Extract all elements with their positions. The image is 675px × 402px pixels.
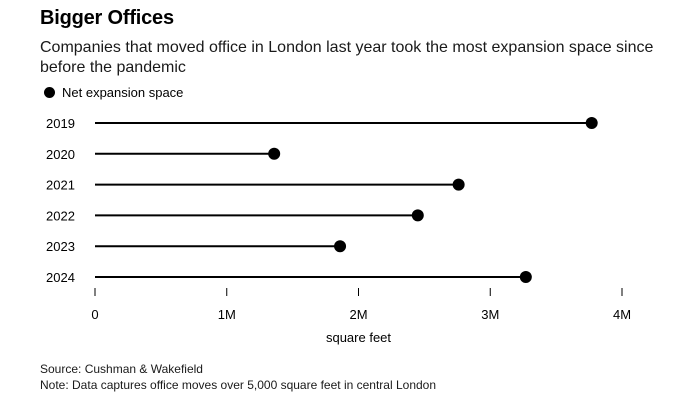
data-point [585, 117, 598, 129]
chart-subtitle: Companies that moved office in London la… [40, 39, 654, 76]
x-tick-label: 1M [218, 307, 236, 322]
category-label: 2020 [46, 147, 75, 162]
category-label: 2019 [46, 116, 75, 131]
x-tick-label: 4M [613, 307, 631, 322]
x-tick-label: 0 [91, 307, 98, 322]
data-point [519, 271, 532, 283]
source-note: Source: Cushman & Wakefield [40, 362, 203, 376]
chart-rows: 2019 2020 2021 2022 2023 2024 [46, 116, 598, 285]
data-point [411, 209, 424, 222]
legend-label: Net expansion space [62, 85, 184, 100]
data-point [452, 178, 465, 191]
x-axis-title: square feet [326, 330, 391, 345]
x-tick-label: 3M [481, 307, 499, 322]
data-point [334, 240, 347, 253]
x-tick-label: 2M [349, 307, 367, 322]
category-label: 2022 [46, 208, 75, 223]
data-note: Note: Data captures office moves over 5,… [40, 378, 437, 392]
chart-title: Bigger Offices [40, 7, 174, 29]
category-label: 2023 [46, 239, 75, 254]
category-label: 2021 [46, 178, 75, 193]
legend: Net expansion space [44, 85, 183, 100]
category-label: 2024 [46, 270, 75, 285]
legend-dot-icon [44, 87, 55, 98]
x-axis: 0 1M 2M 3M 4M [91, 288, 631, 322]
data-point [268, 147, 281, 160]
